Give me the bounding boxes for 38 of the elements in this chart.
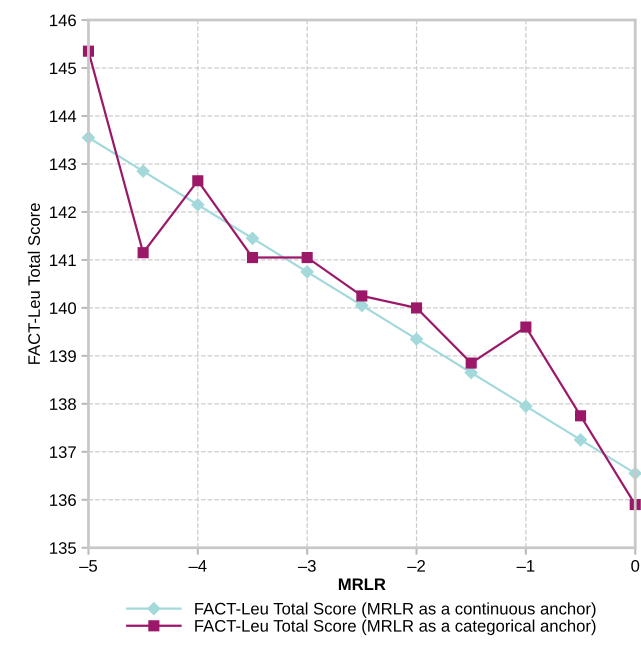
x-tick-label: –4 — [188, 560, 207, 572]
y-tick-label: 142 — [50, 206, 76, 218]
point — [302, 252, 313, 264]
x-tick-label: –5 — [79, 560, 98, 572]
point — [574, 433, 588, 446]
y-tick-label: 141 — [50, 254, 76, 266]
y-tick-label: 137 — [50, 446, 76, 458]
legend-label: FACT-Leu Total Score (MRLR as a categorical anchor) — [195, 620, 596, 636]
point — [519, 400, 532, 413]
y-tick-label: 144 — [50, 110, 76, 122]
point — [466, 358, 477, 369]
x-tick-label: –3 — [298, 560, 316, 572]
y-tick-label: 146 — [50, 14, 76, 26]
x-tick-label: 0 — [631, 560, 640, 572]
y-tick-label: 140 — [50, 302, 76, 314]
y-tick-label: 139 — [50, 350, 76, 362]
x-tick-label: –2 — [407, 560, 425, 572]
y-tick-label: 135 — [50, 542, 76, 554]
x-axis-title: MRLR — [338, 578, 386, 590]
y-tick-label: 145 — [50, 62, 76, 74]
point — [520, 322, 532, 333]
point — [192, 175, 204, 186]
y-tick-label: 138 — [50, 398, 76, 410]
y-axis-title: FACT-Leu Total Score — [28, 203, 40, 364]
point — [300, 265, 314, 278]
legend-label: FACT-Leu Total Score (MRLR as a continuous anchor) — [195, 602, 596, 618]
point — [356, 290, 368, 302]
point — [246, 252, 258, 264]
point — [191, 198, 204, 212]
point — [138, 247, 149, 258]
point — [575, 410, 586, 422]
y-tick-label: 136 — [50, 494, 76, 506]
point — [246, 232, 260, 245]
x-tick-label: –1 — [516, 560, 534, 572]
y-tick-label: 143 — [50, 158, 76, 170]
point — [410, 332, 424, 346]
point — [136, 164, 150, 178]
point — [410, 302, 422, 314]
